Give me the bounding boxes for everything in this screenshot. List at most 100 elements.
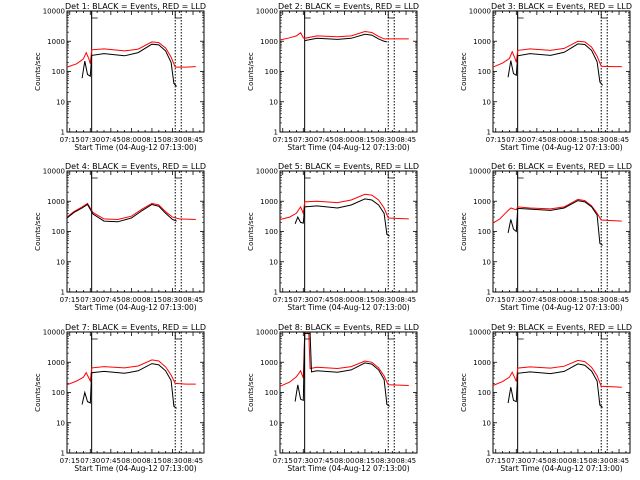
x-tick-label: 08:00 <box>334 457 354 465</box>
x-tick-label: 08:00 <box>334 296 354 304</box>
series-line-lld <box>492 359 622 388</box>
y-axis-label: Counts/sec <box>247 52 255 91</box>
marker-flag <box>517 12 524 19</box>
plot-frame <box>66 331 205 454</box>
series-line-lld <box>279 332 409 387</box>
x-axis-label: Start Time (04-Aug-12 07:13:00) <box>500 303 622 312</box>
x-tick-label: 08:00 <box>121 457 141 465</box>
y-axis-label: Counts/sec <box>247 212 255 251</box>
plot-frame <box>66 10 205 133</box>
y-tick-label: 1000 <box>47 38 65 46</box>
marker-flag <box>304 172 311 179</box>
x-tick-label: 08:15 <box>355 296 375 304</box>
y-tick-label: 1000 <box>260 359 278 367</box>
y-axis-label: Counts/sec <box>34 373 42 412</box>
marker-flag <box>91 12 98 19</box>
x-tick-label: 07:45 <box>527 296 547 304</box>
y-tick-label: 1000 <box>473 38 491 46</box>
y-tick-label: 10000 <box>43 168 65 176</box>
x-tick-label: 07:30 <box>80 296 100 304</box>
x-tick-label: 07:30 <box>506 457 526 465</box>
series-line-events <box>81 43 177 87</box>
x-tick-label: 07:15 <box>486 136 506 144</box>
x-tick-label: 08:45 <box>609 296 629 304</box>
y-tick-label: 100 <box>52 68 65 76</box>
x-tick-label: 07:30 <box>80 457 100 465</box>
marker-flag <box>600 172 608 179</box>
y-tick-label: 10 <box>269 419 278 427</box>
x-tick-label: 08:45 <box>183 136 203 144</box>
series-line-lld <box>66 41 196 68</box>
x-axis-label: Start Time (04-Aug-12 07:13:00) <box>287 303 409 312</box>
x-tick-label: 08:45 <box>609 457 629 465</box>
plot-frame <box>279 10 418 133</box>
plot-title: Det 8: BLACK = Events, RED = LLD <box>278 323 419 332</box>
marker-flag <box>91 172 98 179</box>
y-axis-label: Counts/sec <box>460 373 468 412</box>
y-tick-label: 1000 <box>260 38 278 46</box>
x-tick-label: 08:30 <box>588 457 608 465</box>
y-tick-label: 1 <box>487 450 491 458</box>
x-tick-label: 07:30 <box>506 296 526 304</box>
x-tick-label: 07:15 <box>60 296 80 304</box>
marker-flag <box>600 12 608 19</box>
x-tick-label: 08:30 <box>588 296 608 304</box>
x-tick-label: 07:15 <box>273 136 293 144</box>
x-tick-label: 08:30 <box>375 136 395 144</box>
y-axis-label: Counts/sec <box>34 212 42 251</box>
series-line-events <box>294 332 390 407</box>
x-tick-label: 08:15 <box>355 136 375 144</box>
y-tick-label: 10000 <box>256 168 278 176</box>
x-tick-label: 08:00 <box>547 457 567 465</box>
series-line-events <box>66 203 177 223</box>
plot-title: Det 6: BLACK = Events, RED = LLD <box>491 162 632 171</box>
x-tick-label: 07:15 <box>273 296 293 304</box>
y-tick-label: 1 <box>274 450 278 458</box>
y-tick-label: 10 <box>482 258 491 266</box>
plot-frame <box>66 170 205 293</box>
x-tick-label: 08:00 <box>334 136 354 144</box>
y-tick-label: 10000 <box>256 329 278 337</box>
y-tick-label: 100 <box>52 228 65 236</box>
y-tick-label: 1 <box>61 450 65 458</box>
y-tick-label: 100 <box>265 389 278 397</box>
plot-title: Det 7: BLACK = Events, RED = LLD <box>65 323 206 332</box>
x-tick-label: 07:30 <box>80 136 100 144</box>
x-axis-label: Start Time (04-Aug-12 07:13:00) <box>74 464 196 473</box>
y-tick-label: 1 <box>61 129 65 137</box>
x-tick-label: 08:15 <box>568 296 588 304</box>
x-tick-label: 07:15 <box>60 136 80 144</box>
plot-title: Det 4: BLACK = Events, RED = LLD <box>65 162 206 171</box>
x-tick-label: 07:30 <box>293 457 313 465</box>
x-axis-label: Start Time (04-Aug-12 07:13:00) <box>500 464 622 473</box>
x-tick-label: 08:30 <box>162 136 182 144</box>
plot-title: Det 1: BLACK = Events, RED = LLD <box>65 2 206 11</box>
y-tick-label: 100 <box>478 389 491 397</box>
y-tick-label: 1 <box>487 129 491 137</box>
x-tick-label: 08:30 <box>162 457 182 465</box>
y-tick-label: 10 <box>56 98 65 106</box>
marker-flag <box>387 333 395 340</box>
y-tick-label: 1 <box>274 129 278 137</box>
x-tick-label: 07:45 <box>527 136 547 144</box>
plot-frame <box>279 170 418 293</box>
plot-title: Det 2: BLACK = Events, RED = LLD <box>278 2 419 11</box>
plot-title: Det 9: BLACK = Events, RED = LLD <box>491 323 632 332</box>
x-tick-label: 08:30 <box>375 296 395 304</box>
x-tick-label: 07:45 <box>101 457 121 465</box>
marker-flag <box>304 12 311 19</box>
y-tick-label: 100 <box>52 389 65 397</box>
x-tick-label: 08:15 <box>142 136 162 144</box>
x-tick-label: 08:15 <box>568 457 588 465</box>
y-tick-label: 1 <box>274 289 278 297</box>
x-tick-label: 08:30 <box>162 296 182 304</box>
x-tick-label: 08:00 <box>121 136 141 144</box>
x-tick-label: 08:45 <box>609 136 629 144</box>
x-axis-label: Start Time (04-Aug-12 07:13:00) <box>287 143 409 152</box>
y-tick-label: 10 <box>56 419 65 427</box>
series-line-events <box>507 43 603 86</box>
